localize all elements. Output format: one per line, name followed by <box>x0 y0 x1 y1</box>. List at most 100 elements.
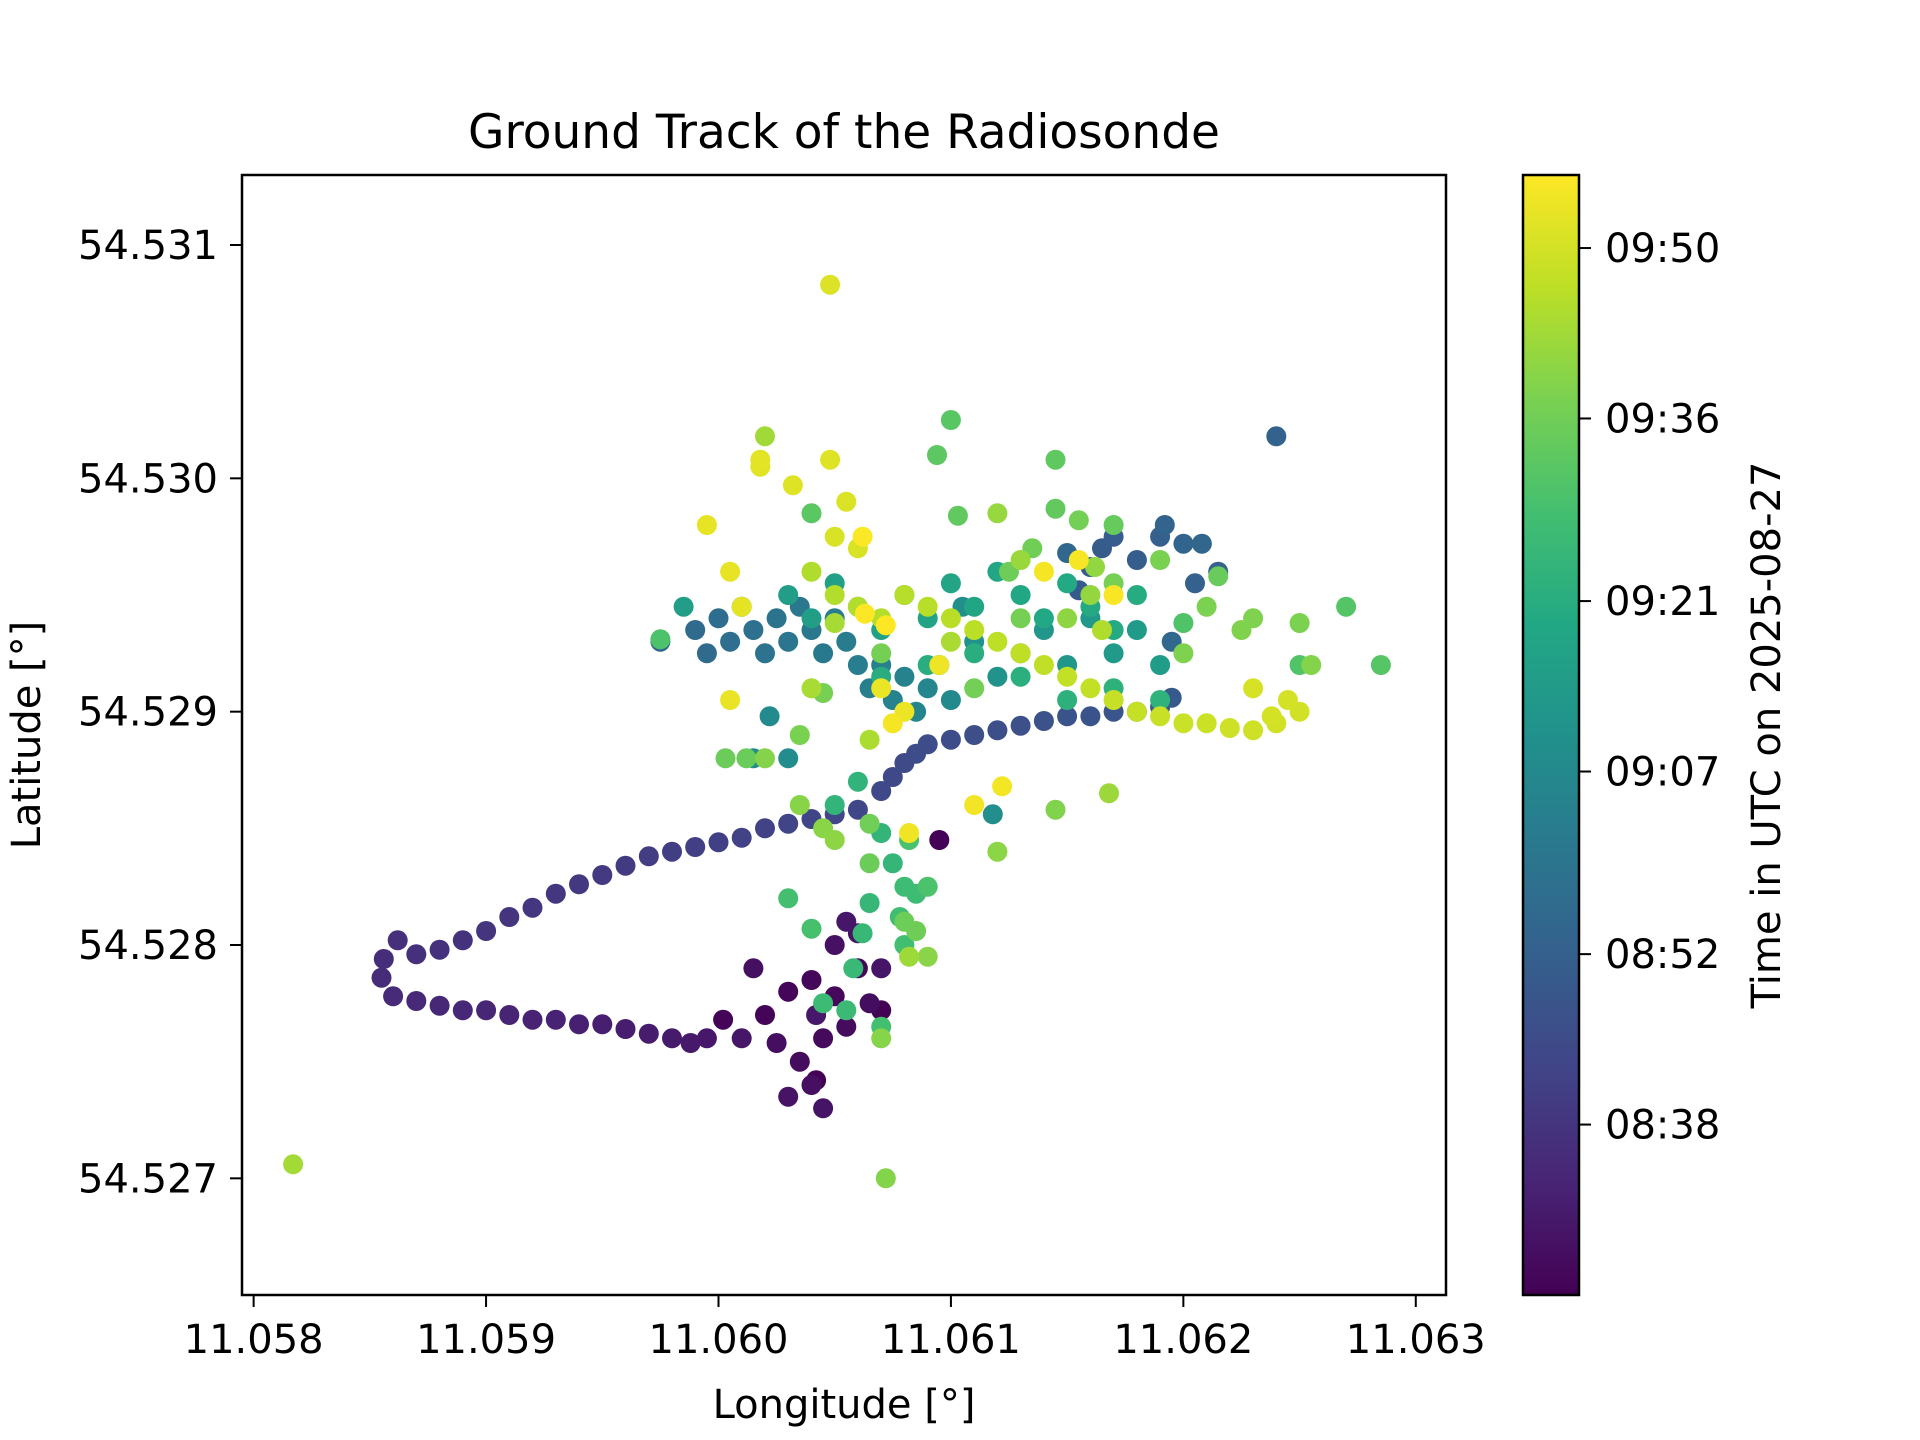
data-point <box>789 1051 810 1072</box>
data-point <box>750 449 771 470</box>
data-point <box>1010 643 1031 664</box>
data-point <box>778 813 799 834</box>
data-point <box>1208 566 1229 587</box>
x-tick-label: 11.060 <box>649 1317 789 1363</box>
data-point <box>778 1086 799 1107</box>
data-point <box>283 1154 304 1175</box>
data-point <box>522 1009 543 1030</box>
data-point <box>1103 515 1124 535</box>
data-point <box>755 643 775 664</box>
data-point <box>1301 655 1322 675</box>
x-axis-label: Longitude [°] <box>713 1382 976 1428</box>
colorbar-ticks: 08:38 08:52 09:07 09:21 09:36 09:50 <box>1579 226 1720 1149</box>
data-point <box>662 1028 682 1049</box>
data-point <box>1068 510 1089 531</box>
data-point <box>852 526 873 547</box>
data-points <box>283 274 1391 1189</box>
data-point <box>638 1023 659 1044</box>
data-point <box>383 986 404 1007</box>
x-axis: 11.058 11.059 11.060 11.061 11.062 11.063 <box>184 1295 1486 1363</box>
data-point <box>882 853 903 874</box>
data-point <box>1080 706 1101 727</box>
data-point <box>406 991 427 1011</box>
y-tick-label: 54.530 <box>78 456 218 502</box>
data-point <box>755 818 775 839</box>
data-point <box>1196 713 1217 734</box>
data-point <box>1150 550 1171 570</box>
data-point <box>1057 706 1078 727</box>
data-point <box>927 445 947 465</box>
data-point <box>1126 550 1147 570</box>
data-point <box>1150 706 1171 727</box>
data-point <box>1173 533 1194 554</box>
data-point <box>685 620 706 640</box>
data-point <box>680 1033 701 1053</box>
data-point <box>859 893 880 913</box>
data-point <box>1045 799 1066 820</box>
data-point <box>1103 643 1124 664</box>
data-point <box>755 1005 775 1025</box>
data-point <box>882 767 903 787</box>
colorbar-tick-label: 08:38 <box>1605 1103 1720 1149</box>
data-point <box>1219 718 1240 738</box>
data-point <box>406 944 427 965</box>
data-point <box>1080 678 1101 699</box>
data-point <box>766 1033 787 1053</box>
colorbar-label: Time in UTC on 2025-08-27 <box>1744 462 1790 1010</box>
y-tick-label: 54.531 <box>78 223 218 269</box>
data-point <box>615 1019 636 1039</box>
data-point <box>759 706 780 727</box>
data-point <box>871 643 892 664</box>
data-point <box>650 629 671 650</box>
colorbar-tick-label: 09:21 <box>1605 579 1720 625</box>
data-point <box>824 613 845 633</box>
colorbar-tick-label: 09:36 <box>1605 396 1720 442</box>
data-point <box>871 1028 892 1049</box>
data-point <box>964 678 985 699</box>
data-point <box>1126 585 1147 605</box>
data-point <box>940 608 961 629</box>
data-point <box>987 631 1008 652</box>
data-point <box>1099 783 1119 804</box>
data-point <box>917 946 938 967</box>
y-tick-label: 54.528 <box>78 923 218 969</box>
data-point <box>1126 701 1147 722</box>
data-point <box>1154 515 1175 535</box>
data-point <box>1289 613 1310 633</box>
data-point <box>940 690 961 710</box>
data-point <box>696 515 717 535</box>
data-point <box>638 846 659 867</box>
data-point <box>875 615 896 636</box>
x-tick-label: 11.061 <box>881 1317 1021 1363</box>
data-point <box>859 993 880 1014</box>
data-point <box>731 596 752 617</box>
data-point <box>1033 711 1054 731</box>
data-point <box>522 897 543 918</box>
data-point <box>545 883 566 904</box>
data-point <box>813 993 834 1014</box>
data-point <box>801 918 822 939</box>
data-point <box>929 830 950 850</box>
data-point <box>917 596 938 617</box>
x-tick-label: 11.058 <box>184 1317 324 1363</box>
data-point <box>964 725 985 745</box>
data-point <box>801 503 822 524</box>
data-point <box>852 923 873 944</box>
data-point <box>1191 533 1212 554</box>
data-point <box>824 585 845 605</box>
data-point <box>1173 643 1194 664</box>
data-point <box>1231 620 1252 640</box>
data-point <box>1010 585 1031 605</box>
data-point <box>755 748 775 769</box>
data-point <box>1033 608 1054 629</box>
data-point <box>801 678 822 699</box>
data-point <box>906 921 927 941</box>
data-point <box>1370 655 1391 675</box>
data-point <box>731 1028 752 1049</box>
data-point <box>1261 706 1282 727</box>
data-point <box>476 921 497 941</box>
data-point <box>452 930 473 951</box>
data-point <box>859 813 880 834</box>
data-point <box>1266 426 1287 447</box>
data-point <box>1045 449 1066 470</box>
